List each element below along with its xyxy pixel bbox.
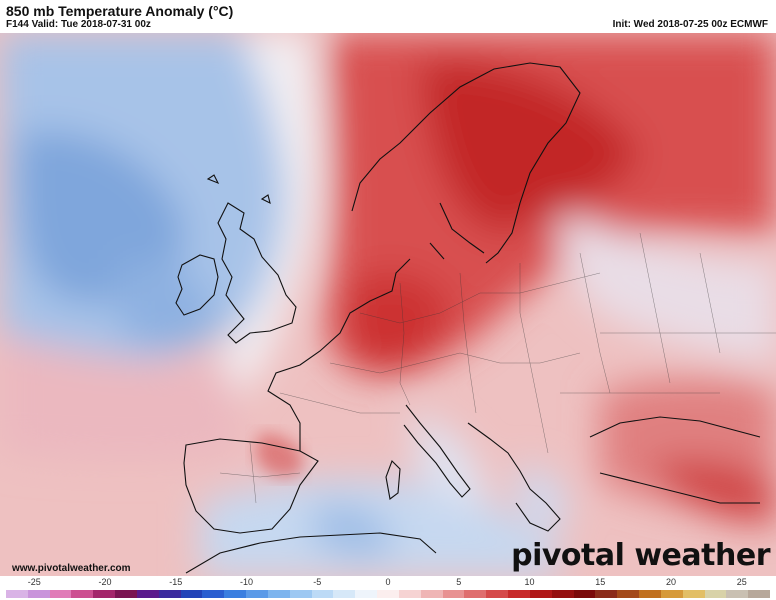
colorbar-swatch [486, 590, 509, 598]
colorbar-swatch [377, 590, 399, 598]
colorbar-swatch [660, 590, 683, 598]
map-canvas [0, 33, 776, 576]
warm-ocean-west [0, 333, 240, 461]
colorbar-swatch [682, 590, 705, 598]
colorbar-tick-label: 20 [665, 577, 676, 587]
colorbar-swatch [442, 590, 465, 598]
cool-greece-region [517, 463, 568, 533]
colorbar-gradient [6, 590, 770, 598]
colorbar-swatch [529, 590, 552, 598]
init-time: Init: Wed 2018-07-25 00z ECMWF [612, 19, 768, 30]
colorbar-swatch [49, 590, 72, 598]
colorbar-tick-label: 0 [385, 577, 391, 587]
colorbar-swatch [398, 590, 421, 598]
cool-east-band [559, 213, 776, 363]
colorbar-tick-label: -15 [169, 577, 183, 587]
colorbar-swatch [748, 590, 770, 598]
colorbar-swatch [115, 590, 137, 598]
site-url: www.pivotalweather.com [12, 563, 131, 574]
colorbar-swatch [93, 590, 116, 598]
colorbar-tick-label: 5 [456, 577, 462, 587]
hot-turkey-core [650, 459, 776, 523]
colorbar-swatch [617, 590, 640, 598]
colorbar-swatch [595, 590, 618, 598]
hot-central-europe [346, 272, 450, 373]
very-hot-scandinavia [420, 61, 640, 233]
colorbar-tick-label: -10 [240, 577, 254, 587]
colorbar-swatch [180, 590, 203, 598]
colorbar-swatch [27, 590, 50, 598]
colorbar-swatch [267, 590, 290, 598]
pivotal-weather-logo: pivotal weather [511, 538, 770, 573]
cold-uk-west-region [120, 261, 216, 350]
colorbar-swatch [355, 590, 378, 598]
colorbar-tick-label: 25 [736, 577, 747, 587]
colorbar-swatch [289, 590, 312, 598]
cool-italy-region [410, 413, 490, 507]
colorbar-swatch [136, 590, 159, 598]
colorbar-swatch [420, 590, 443, 598]
colorbar-swatch [551, 590, 574, 598]
colder-algeria [310, 503, 392, 557]
header: 850 mb Temperature Anomaly (°C) F144 Val… [0, 0, 776, 33]
colorbar-swatch [71, 590, 94, 598]
colorbar-swatch [726, 590, 749, 598]
colorbar-tick-label: -20 [98, 577, 112, 587]
colorbar-swatch [6, 590, 28, 598]
anomaly-map[interactable] [0, 33, 776, 576]
coastlines [175, 62, 761, 574]
colorbar-swatch [508, 590, 530, 598]
colorbar-tick-label: -5 [313, 577, 322, 587]
colorbar-swatch [311, 590, 334, 598]
colorbar-swatch [202, 590, 225, 598]
colorbar-tick-label: 15 [595, 577, 606, 587]
colorbar-ticks: -25 -20 -15 -10 -5 0 5 10 15 20 25 [0, 577, 776, 589]
colorbar-swatch [333, 590, 356, 598]
colorbar-swatch [573, 590, 596, 598]
colorbar-swatch [464, 590, 487, 598]
country-borders [219, 232, 776, 504]
colder-core-region [18, 131, 185, 303]
colorbar-tick-label: -25 [27, 577, 41, 587]
colorbar-swatch [704, 590, 727, 598]
colorbar-swatch [158, 590, 181, 598]
colorbar-swatch [224, 590, 247, 598]
colorbar-swatch [246, 590, 268, 598]
valid-time: F144 Valid: Tue 2018-07-31 00z [6, 19, 151, 30]
neutral-strip [200, 33, 320, 393]
colorbar-tick-label: 10 [524, 577, 535, 587]
map-title: 850 mb Temperature Anomaly (°C) [6, 3, 234, 19]
colorbar-swatch [639, 590, 661, 598]
